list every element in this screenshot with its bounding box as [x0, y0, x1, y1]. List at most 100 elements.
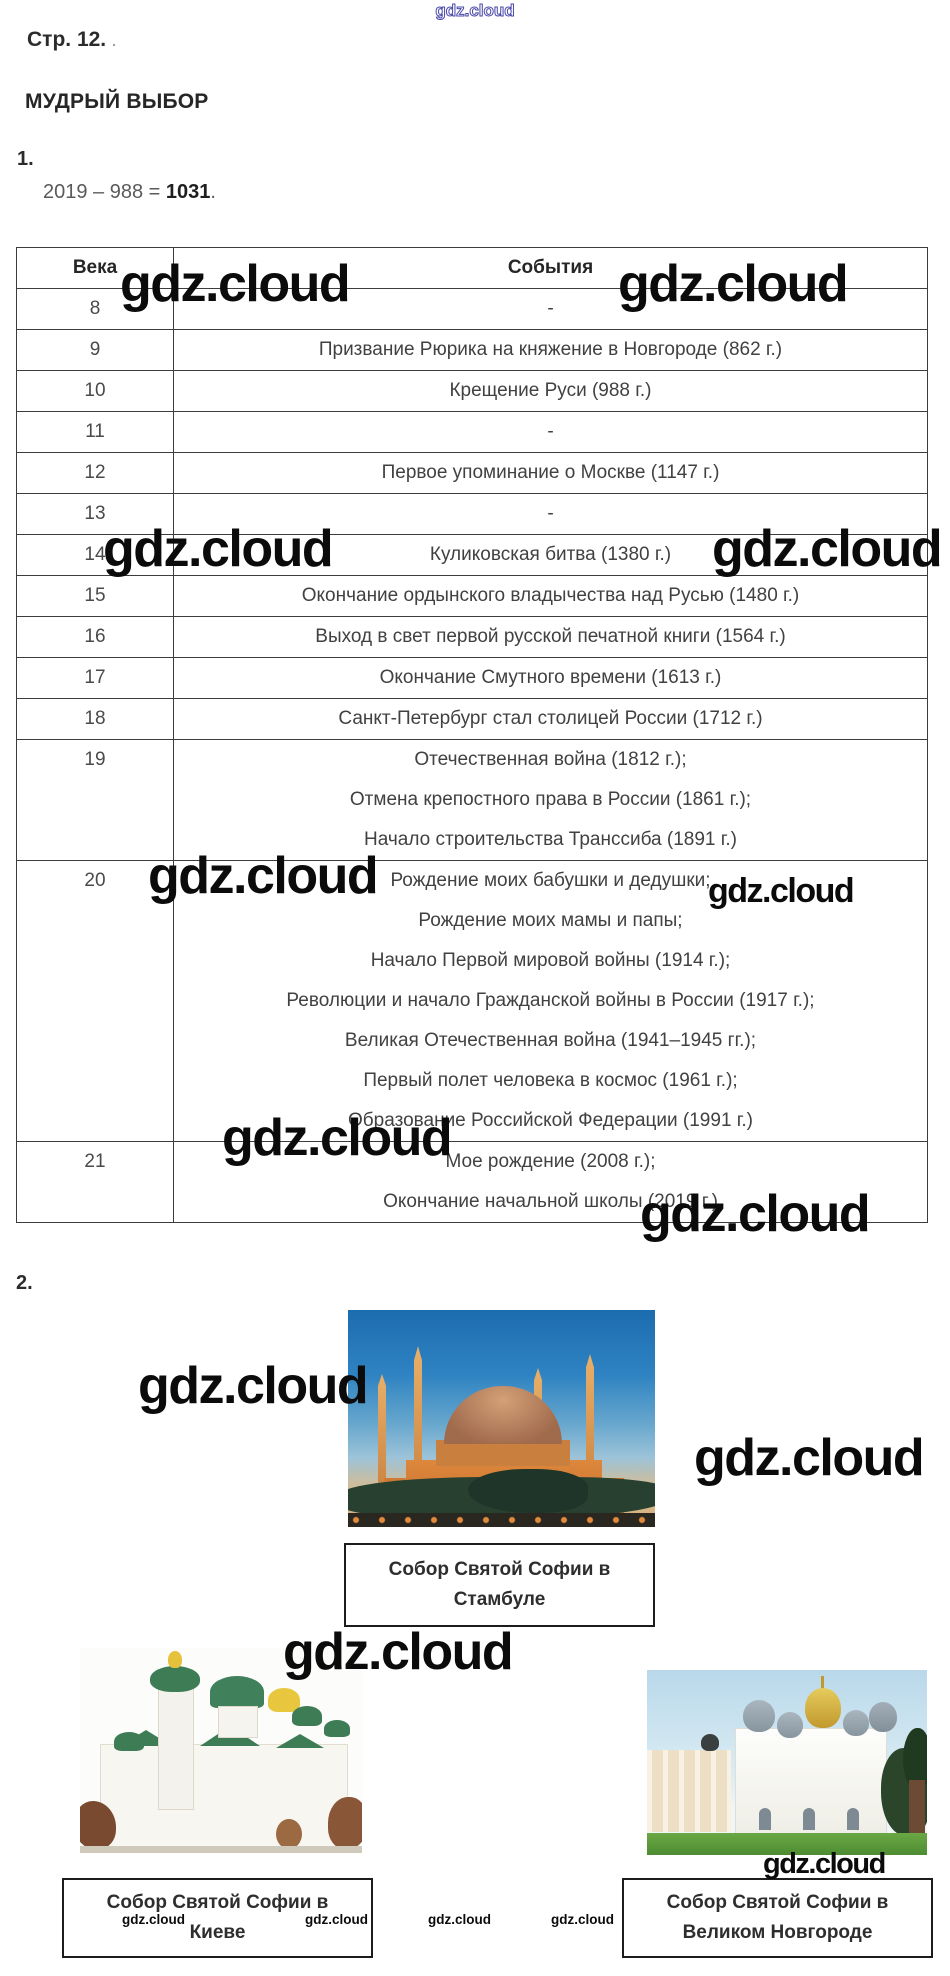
watermark: gdz.cloud [120, 255, 351, 313]
page-number-text: Стр. 12. [27, 28, 107, 51]
table-row: 15 Окончание ордынского владычества над Р… [16, 575, 928, 617]
table-row: 13 - [16, 493, 928, 535]
watermark: gdz.cloud [551, 1912, 614, 1927]
watermark: gdz.cloud [763, 1848, 886, 1880]
events-cell: Крещение Руси (988 г.) [173, 370, 928, 412]
century-cell: 15 [16, 575, 174, 617]
equation: 2019 – 988 = 1031. [43, 181, 216, 204]
event-text: Начало Первой мировой войны (1914 г.); [370, 950, 731, 971]
bell-tower [158, 1688, 194, 1810]
events-cell: Первое упоминание о Москве (1147 г.) [173, 452, 928, 494]
caption-novgorod: Собор Святой Софии в Великом Новгороде [622, 1878, 933, 1958]
table-row: 12 Первое упоминание о Москве (1147 г.) [16, 452, 928, 494]
table-row: 19 Отечественная война (1812 г.); Отмена к… [16, 739, 928, 861]
century-cell: 21 [16, 1141, 174, 1223]
event-text: Мое рождение (2008 г.); [445, 1151, 656, 1172]
column-header-centuries: Века [16, 247, 174, 289]
watermark: gdz.cloud [305, 1912, 368, 1927]
photo-hagia-sophia-istanbul [348, 1310, 655, 1527]
century-cell: 11 [16, 411, 174, 453]
watermark: gdz.cloud [428, 1912, 491, 1927]
caption-line: Великом Новгороде [682, 1922, 873, 1943]
main-dome [210, 1676, 264, 1708]
event-text: Революции и начало Гражданской войны в Р… [286, 990, 815, 1011]
event-text: Великая Отечественная война (1941–1945 г… [344, 1030, 757, 1051]
century-cell: 12 [16, 452, 174, 494]
century-cell: 17 [16, 657, 174, 699]
events-cell: - [173, 411, 928, 453]
century-cell: 10 [16, 370, 174, 412]
event-text: Выход в свет первой русской печатной кни… [315, 626, 786, 647]
watermark: gdz.cloud [222, 1109, 453, 1167]
lawn [647, 1833, 927, 1855]
event-text: Образование Российской Федерации (1991 г… [347, 1110, 754, 1131]
caption-line: Собор Святой Софии в [666, 1892, 889, 1913]
century-cell: 14 [16, 534, 174, 576]
event-text: Отечественная война (1812 г.); [414, 749, 687, 770]
watermark: gdz.cloud [435, 1, 515, 20]
event-text: Окончание начальной школы (2019 г.) [383, 1191, 718, 1212]
task2-label: 2. [16, 1272, 33, 1294]
section-heading: МУДРЫЙ ВЫБОР [25, 90, 209, 113]
event-text: Рождение моих бабушки и дедушки; [390, 870, 711, 891]
events-cell: - [173, 493, 928, 535]
event-text: Отмена крепостного права в России (1861 … [349, 789, 752, 810]
event-text: - [547, 298, 554, 319]
caption-line: Киеве [189, 1922, 246, 1943]
watermark: gdz.cloud [148, 847, 379, 905]
history-table: Века События 8-9 Призвание Рюрика на княж… [16, 247, 928, 1223]
century-cell: 19 [16, 739, 174, 861]
watermark: gdz.cloud [122, 1912, 185, 1927]
event-text: Призвание Рюрика на княжение в Новгороде… [318, 339, 783, 360]
table-row: 10 Крещение Руси (988 г.) [16, 370, 928, 412]
table-row: 16 Выход в свет первой русской печатной к… [16, 616, 928, 658]
photo-st-sophia-novgorod [647, 1670, 927, 1855]
column-header-events: События [173, 247, 928, 289]
century-cell: 18 [16, 698, 174, 740]
watermark: gdz.cloud [618, 255, 849, 313]
event-text: Санкт-Петербург стал столицей России (17… [338, 708, 763, 729]
event-text: Начало строительства Транссиба (1891 г.) [364, 829, 737, 850]
watermark: gdz.cloud [694, 1429, 925, 1487]
caption-line: Стамбуле [453, 1589, 546, 1610]
watermark: gdz.cloud [103, 520, 334, 578]
task1-label: 1. [17, 148, 34, 170]
equation-period: . [210, 181, 216, 203]
event-text: - [547, 503, 554, 524]
watermark: gdz.cloud [708, 872, 855, 910]
golden-dome [805, 1688, 841, 1728]
equation-result: 1031 [165, 181, 211, 203]
event-text: Первое упоминание о Москве (1147 г.) [381, 462, 720, 483]
table-header-row: Века События [16, 247, 928, 289]
equation-expression: 2019 – 988 = [43, 181, 166, 203]
table-row: 18 Санкт-Петербург стал столицей России (… [16, 698, 928, 740]
table-row: 21 Мое рождение (2008 г.); Окончание начал… [16, 1141, 928, 1223]
caption-istanbul: Собор Святой Софии в Стамбуле [344, 1543, 655, 1627]
event-text: Окончание Смутного времени (1613 г.) [379, 667, 722, 688]
event-text: Рождение моих мамы и папы; [418, 910, 683, 931]
watermark: gdz.cloud [640, 1185, 871, 1243]
trees [80, 1801, 116, 1849]
page-title: Стр. 12.. [27, 28, 116, 52]
events-cell: Санкт-Петербург стал столицей России (17… [173, 698, 928, 740]
events-cell: Окончание ордынского владычества над Рус… [173, 575, 928, 617]
event-text: Крещение Руси (988 г.) [449, 380, 652, 401]
caption-kiev: Собор Святой Софии в Киеве [62, 1878, 373, 1958]
events-cell: Выход в свет первой русской печатной кни… [173, 616, 928, 658]
watermark: gdz.cloud [712, 520, 943, 578]
century-cell: 16 [16, 616, 174, 658]
century-cell: 9 [16, 329, 174, 371]
caption-line: Собор Святой Софии в [106, 1892, 329, 1913]
caption-line: Собор Святой Софии в [388, 1559, 611, 1580]
events-cell: Окончание Смутного времени (1613 г.) [173, 657, 928, 699]
table-row: 17 Окончание Смутного времени (1613 г.) [16, 657, 928, 699]
event-text: Первый полет человека в космос (1961 г.)… [363, 1070, 738, 1091]
event-text: - [547, 421, 554, 442]
stray-dot: . [112, 33, 117, 49]
events-cell: Призвание Рюрика на княжение в Новгороде… [173, 329, 928, 371]
watermark: gdz.cloud [138, 1357, 369, 1415]
table-row: 9 Призвание Рюрика на княжение в Новгород… [16, 329, 928, 371]
photo-st-sophia-kiev [80, 1648, 362, 1853]
events-cell: Отечественная война (1812 г.); Отмена кре… [173, 739, 928, 861]
